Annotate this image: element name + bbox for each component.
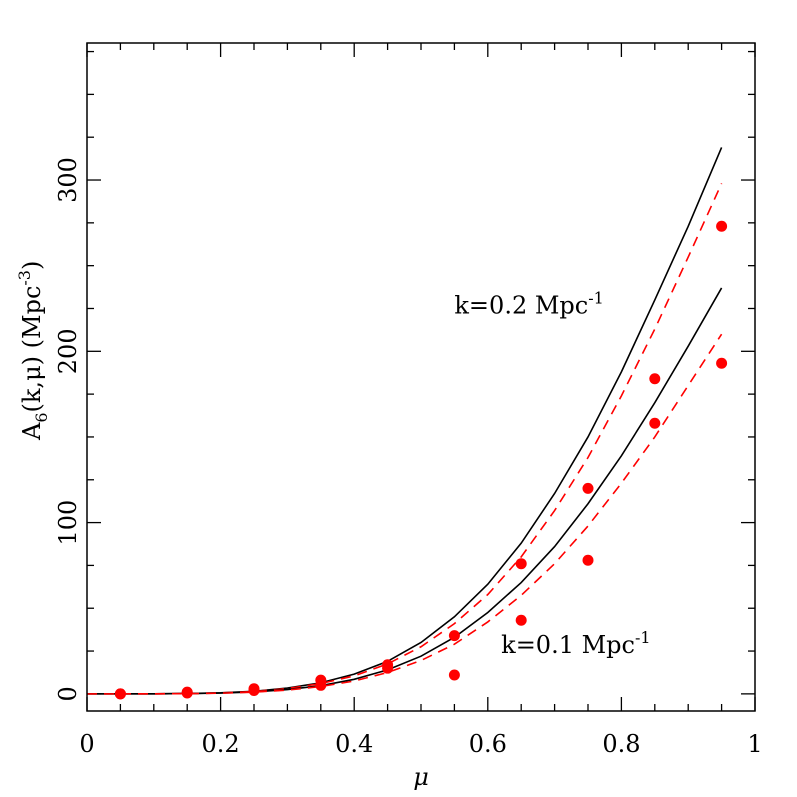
y-axis-title: A6(k,μ) (Mpc-3) <box>15 261 51 441</box>
data-point <box>649 373 661 385</box>
y-axis-title-sup: -3 <box>15 270 34 286</box>
data-point <box>649 417 661 429</box>
model-curve-01 <box>87 333 723 695</box>
plot-frame <box>86 42 756 712</box>
y-axis-title-args: (k,μ) (Mpc <box>18 286 46 413</box>
x-tick-label: 0.2 <box>202 730 240 758</box>
data-point <box>582 554 594 566</box>
x-tick-label: 0.6 <box>469 730 507 758</box>
data-point <box>582 482 594 494</box>
annotation-k02: k=0.2 Mpc-1 <box>454 289 603 320</box>
annotations: k=0.2 Mpc-1 k=0.1 Mpc-1 <box>454 289 650 659</box>
curves <box>87 147 723 695</box>
ticks <box>86 43 756 711</box>
data-points <box>114 220 728 700</box>
data-point <box>448 669 460 681</box>
data-point <box>114 688 126 700</box>
y-axis-title-main: A <box>18 422 46 441</box>
y-axis-title-close: ) <box>18 261 46 270</box>
x-tick-label: 0.8 <box>602 730 640 758</box>
y-axis-title-sub: 6 <box>32 412 51 422</box>
data-point <box>315 679 327 691</box>
data-point <box>382 662 394 674</box>
x-tick-label: 0.4 <box>335 730 373 758</box>
data-point <box>248 684 260 696</box>
data-point <box>181 687 193 699</box>
data-point <box>448 630 460 642</box>
annotation-k01-main: k=0.1 Mpc <box>501 631 635 659</box>
data-point <box>515 558 527 570</box>
annotation-k02-sup: -1 <box>588 289 604 308</box>
annotation-k01: k=0.1 Mpc-1 <box>501 628 650 659</box>
x-axis-title: μ <box>413 763 429 791</box>
y-tick-label: 300 <box>54 157 82 203</box>
annotation-k02-main: k=0.2 Mpc <box>454 292 588 320</box>
x-tick-label: 0 <box>79 730 94 758</box>
data-point <box>716 357 728 369</box>
tick-labels: 0 0.2 0.4 0.6 0.8 1 0 100 200 300 <box>54 157 763 758</box>
y-tick-label: 200 <box>54 328 82 374</box>
model-curve-02 <box>87 183 723 695</box>
theory-curve-02 <box>87 147 723 695</box>
annotation-k01-sup: -1 <box>635 628 651 647</box>
y-tick-label: 0 <box>54 686 82 701</box>
y-tick-label: 100 <box>54 500 82 546</box>
x-tick-label: 1 <box>747 730 762 758</box>
data-point <box>716 220 728 232</box>
data-point <box>515 614 527 626</box>
